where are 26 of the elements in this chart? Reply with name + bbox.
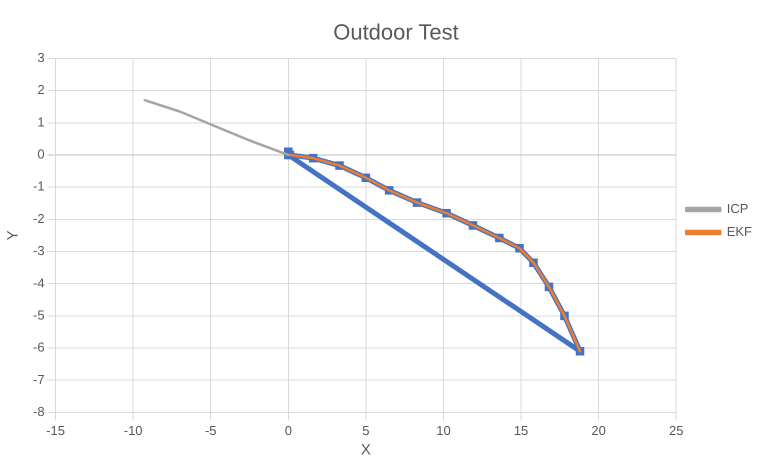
y-tick-label: -2 bbox=[32, 210, 45, 226]
x-tick-label: 5 bbox=[362, 422, 370, 438]
y-tick-label: -7 bbox=[32, 372, 45, 387]
chart-title: Outdoor Test bbox=[333, 19, 459, 44]
x-tick-label: -5 bbox=[204, 422, 217, 438]
y-tick-label: -3 bbox=[32, 243, 45, 258]
y-tick-label: -6 bbox=[32, 340, 45, 355]
y-tick-label: 3 bbox=[37, 50, 45, 65]
x-tick-label: -15 bbox=[46, 422, 65, 438]
x-tick-label: -10 bbox=[124, 422, 143, 438]
x-tick-label: 25 bbox=[668, 422, 684, 438]
x-tick-label: 20 bbox=[591, 422, 606, 438]
y-tick-label: 2 bbox=[37, 82, 45, 98]
x-axis-title: X bbox=[360, 442, 371, 459]
legend-label: EKF bbox=[726, 224, 752, 240]
y-tick-label: 1 bbox=[37, 114, 45, 130]
x-tick-label: 15 bbox=[514, 422, 528, 438]
y-tick-label: -5 bbox=[32, 307, 45, 322]
x-tick-label: 10 bbox=[436, 422, 451, 438]
legend-label: ICP bbox=[726, 201, 748, 216]
y-tick-label: -8 bbox=[32, 404, 45, 419]
y-tick-label: 0 bbox=[37, 146, 45, 162]
x-tick-label: 0 bbox=[284, 422, 292, 438]
y-tick-label: -4 bbox=[32, 275, 45, 290]
y-axis-title: Y bbox=[4, 230, 22, 240]
y-tick-label: -1 bbox=[32, 178, 45, 194]
